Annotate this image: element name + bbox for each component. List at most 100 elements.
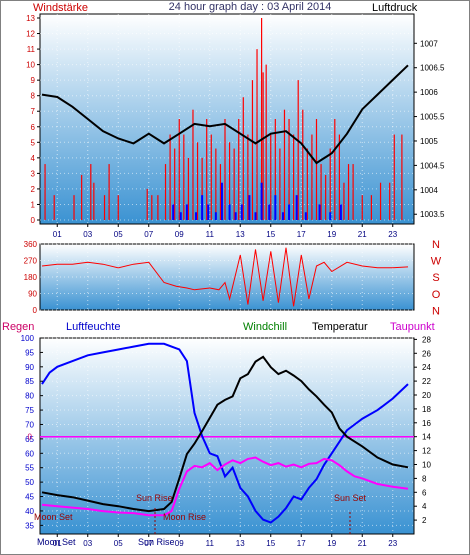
hour-tick-label: 01 xyxy=(53,230,62,239)
pressure-tick-label: 1007 xyxy=(420,39,438,48)
wind-tick-label: 7 xyxy=(31,107,36,116)
wind-tick-label: 8 xyxy=(31,92,36,101)
hour-tick-label: 21 xyxy=(358,230,367,239)
wind-strength-label: Windstärke xyxy=(33,2,88,14)
temperature-line xyxy=(41,355,409,513)
bottom-hour-ticks: 01 03 05 07 09 11 13 15 17 19 21 23 xyxy=(53,534,398,548)
temperature-tick-label: 26 xyxy=(422,349,431,358)
panel-wind-pressure xyxy=(39,13,415,225)
bottom-sunrise-label: Sun Rise xyxy=(138,537,175,547)
temperature-tick-label: 8 xyxy=(422,474,427,483)
humidity-tick-label: 100 xyxy=(21,334,35,343)
humidity-tick-label: 55 xyxy=(25,464,34,473)
dewpoint-line xyxy=(41,456,409,517)
temperature-tick-label: 24 xyxy=(422,363,431,372)
compass-label: W xyxy=(431,256,442,268)
humidity-line xyxy=(41,342,409,524)
sunrise-annotation: Sun Rise xyxy=(136,493,173,503)
temperature-label: Temperatur xyxy=(312,321,368,333)
humidity-tick-label: 90 xyxy=(25,363,34,372)
pressure-tick-label: 1004.5 xyxy=(420,161,445,170)
wind-direction-line xyxy=(41,247,409,307)
humidity-tick-label: 60 xyxy=(25,449,34,458)
moonrise-annotation: Moon Rise xyxy=(163,512,206,522)
temperature-tick-label: 14 xyxy=(422,433,431,442)
pressure-tick-label: 1005.5 xyxy=(420,113,445,122)
wind-tick-label: 9 xyxy=(31,76,36,85)
hour-tick-label: 07 xyxy=(144,230,153,239)
panel-direction-grid xyxy=(40,243,414,311)
humidity-tick-label: 65 xyxy=(25,435,34,444)
humidity-tick-label: 75 xyxy=(25,406,34,415)
hour-tick-label: 09 xyxy=(175,230,184,239)
windchill-label: Windchill xyxy=(243,321,287,333)
temperature-tick-label: 18 xyxy=(422,405,431,414)
wind-tick-label: 1 xyxy=(31,200,36,209)
wind-tick-label: 6 xyxy=(31,123,36,132)
wind-tick-label: 13 xyxy=(26,14,35,23)
wind-tick-label: 5 xyxy=(31,138,36,147)
hour-tick-label: 13 xyxy=(236,539,245,548)
humidity-label: Luftfeuchte xyxy=(66,321,120,333)
compass-label: S xyxy=(432,272,439,284)
pressure-tick-label: 1004 xyxy=(420,186,438,195)
compass-label: O xyxy=(432,289,441,301)
direction-degree-label: 360 xyxy=(24,240,38,249)
temperature-tick-label: 2 xyxy=(422,516,427,525)
hour-tick-label: 17 xyxy=(297,230,306,239)
hour-tick-label: 21 xyxy=(358,539,367,548)
hour-tick-label: 01 xyxy=(53,539,62,548)
rain-label: Regen xyxy=(2,321,34,333)
hour-tick-label: 23 xyxy=(388,230,397,239)
rain-axis-ticks: 0 xyxy=(28,433,33,442)
wind-gust-bars xyxy=(172,182,342,220)
wind-tick-label: 12 xyxy=(26,30,35,39)
compass-label: N xyxy=(432,305,440,317)
humidity-tick-label: 80 xyxy=(25,392,34,401)
direction-degree-label: 270 xyxy=(24,257,38,266)
pressure-tick-label: 1003.5 xyxy=(420,210,445,219)
bottom-moonset-label: Moon Set xyxy=(37,537,76,547)
hour-tick-label: 03 xyxy=(83,230,92,239)
temperature-tick-label: 10 xyxy=(422,460,431,469)
pressure-tick-label: 1006 xyxy=(420,88,438,97)
wind-tick-label: 11 xyxy=(27,45,36,54)
wind-speed-bars xyxy=(44,18,403,220)
hour-tick-label: 15 xyxy=(266,539,275,548)
hour-tick-label: 03 xyxy=(83,539,92,548)
humidity-tick-label: 70 xyxy=(25,420,34,429)
wind-tick-label: 10 xyxy=(26,61,35,70)
hour-tick-label: 07 xyxy=(144,539,153,548)
hour-tick-label: 19 xyxy=(327,539,336,548)
pressure-line xyxy=(41,64,409,165)
hour-tick-label: 17 xyxy=(297,539,306,548)
direction-degree-label: 180 xyxy=(24,273,38,282)
temperature-tick-label: 20 xyxy=(422,391,431,400)
pressure-label: Luftdruck xyxy=(372,2,418,14)
temperature-tick-label: 28 xyxy=(422,335,431,344)
hour-tick-label: 15 xyxy=(266,230,275,239)
hour-tick-label: 05 xyxy=(114,539,123,548)
hour-tick-label: 11 xyxy=(206,230,215,239)
temperature-tick-label: 12 xyxy=(422,447,431,456)
hour-tick-label: 11 xyxy=(206,539,215,548)
panel-temperature-grid xyxy=(40,337,414,534)
moonset-annotation: Moon Set xyxy=(34,512,73,522)
hour-axis-ticks: 01 03 05 07 09 11 13 15 17 19 21 23 xyxy=(53,224,398,239)
temperature-tick-label: 4 xyxy=(422,502,427,511)
humidity-tick-label: 85 xyxy=(25,377,34,386)
humidity-tick-label: 35 xyxy=(25,521,34,530)
humidity-tick-label: 45 xyxy=(25,493,34,502)
temperature-tick-label: 6 xyxy=(422,488,427,497)
dewpoint-label: Taupunkt xyxy=(390,321,435,333)
chart-title: 24 hour graph day : 03 April 2014 xyxy=(169,1,332,13)
direction-degree-ticks: 0 90 180 270 360 xyxy=(24,240,38,315)
compass-label: N xyxy=(432,239,440,251)
wind-tick-label: 4 xyxy=(31,154,36,163)
direction-degree-label: 0 xyxy=(33,306,38,315)
hour-tick-label: 19 xyxy=(327,230,336,239)
pressure-axis-ticks: 1003.5 1004 1004.5 1005 1005.5 1006 1006.5 1007 xyxy=(414,39,445,219)
wind-tick-label: 0 xyxy=(31,216,36,225)
